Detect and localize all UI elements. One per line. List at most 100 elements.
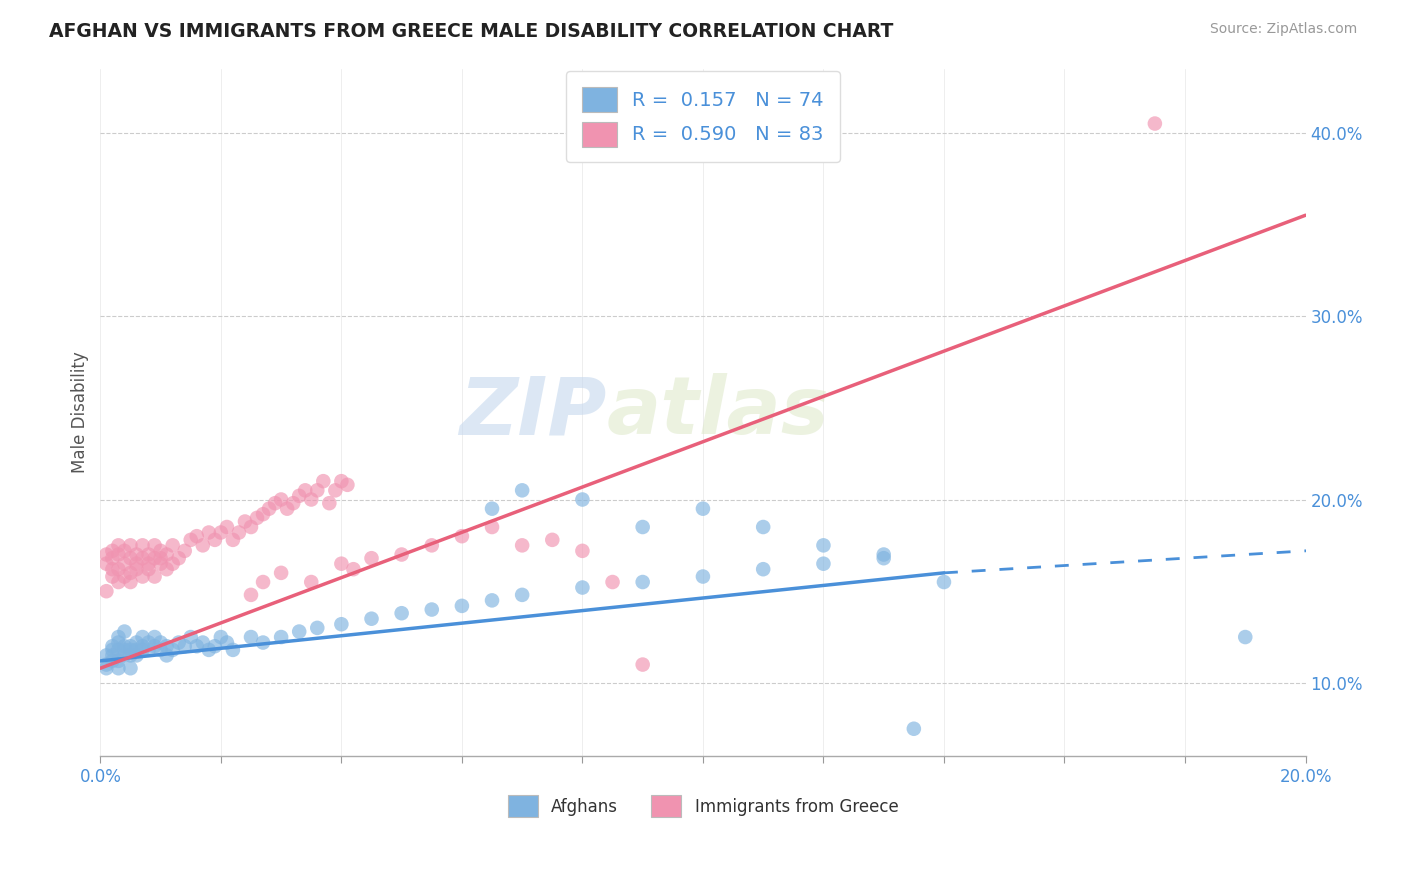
Point [107, 635, 129, 649]
Point [571, 581, 593, 595]
Point [149, 557, 172, 571]
Point [114, 557, 136, 571]
Point [252, 575, 274, 590]
Point [330, 557, 353, 571]
Point [252, 635, 274, 649]
Point [631, 520, 654, 534]
Point [391, 606, 413, 620]
Point [692, 501, 714, 516]
Point [481, 501, 503, 516]
Point [114, 544, 136, 558]
Point [173, 639, 195, 653]
Point [602, 575, 624, 590]
Point [143, 569, 166, 583]
Point [571, 492, 593, 507]
Point [420, 602, 443, 616]
Point [270, 492, 292, 507]
Point [96, 648, 118, 663]
Point [215, 635, 238, 649]
Point [125, 648, 148, 663]
Point [173, 544, 195, 558]
Point [162, 538, 184, 552]
Point [222, 533, 245, 547]
Point [120, 643, 142, 657]
Point [307, 483, 329, 498]
Point [257, 501, 280, 516]
Point [198, 643, 221, 657]
Point [162, 557, 184, 571]
Point [101, 654, 124, 668]
Point [125, 635, 148, 649]
Point [114, 643, 136, 657]
Point [149, 544, 172, 558]
Point [631, 657, 654, 672]
Point [131, 630, 153, 644]
Point [510, 483, 533, 498]
Point [228, 525, 250, 540]
Point [209, 630, 232, 644]
Point [162, 643, 184, 657]
Point [233, 515, 256, 529]
Point [360, 551, 382, 566]
Point [143, 551, 166, 566]
Point [209, 525, 232, 540]
Point [96, 557, 118, 571]
Point [318, 496, 340, 510]
Point [307, 621, 329, 635]
Point [107, 575, 129, 590]
Point [391, 548, 413, 562]
Point [541, 533, 564, 547]
Point [330, 617, 353, 632]
Point [752, 562, 775, 576]
Point [120, 575, 142, 590]
Point [131, 643, 153, 657]
Point [191, 538, 214, 552]
Point [283, 496, 305, 510]
Point [114, 569, 136, 583]
Point [198, 525, 221, 540]
Point [510, 588, 533, 602]
Legend: Afghans, Immigrants from Greece: Afghans, Immigrants from Greece [501, 789, 905, 823]
Point [120, 661, 142, 675]
Point [1143, 116, 1166, 130]
Point [481, 593, 503, 607]
Point [325, 483, 347, 498]
Point [149, 635, 172, 649]
Point [138, 548, 160, 562]
Point [96, 657, 118, 672]
Text: Source: ZipAtlas.com: Source: ZipAtlas.com [1209, 22, 1357, 37]
Point [143, 630, 166, 644]
Point [873, 551, 896, 566]
Point [215, 520, 238, 534]
Point [288, 489, 311, 503]
Point [692, 569, 714, 583]
Point [451, 529, 474, 543]
Point [107, 562, 129, 576]
Point [114, 648, 136, 663]
Point [752, 520, 775, 534]
Point [114, 624, 136, 639]
Point [138, 557, 160, 571]
Point [107, 630, 129, 644]
Point [107, 548, 129, 562]
Point [101, 569, 124, 583]
Point [107, 661, 129, 675]
Point [342, 562, 364, 576]
Point [204, 639, 226, 653]
Point [125, 643, 148, 657]
Point [191, 635, 214, 649]
Point [360, 612, 382, 626]
Point [149, 551, 172, 566]
Point [101, 551, 124, 566]
Point [270, 566, 292, 580]
Point [96, 584, 118, 599]
Point [813, 538, 835, 552]
Point [222, 643, 245, 657]
Point [156, 562, 179, 576]
Point [932, 575, 955, 590]
Point [107, 654, 129, 668]
Point [180, 533, 202, 547]
Point [330, 474, 353, 488]
Point [101, 544, 124, 558]
Point [149, 643, 172, 657]
